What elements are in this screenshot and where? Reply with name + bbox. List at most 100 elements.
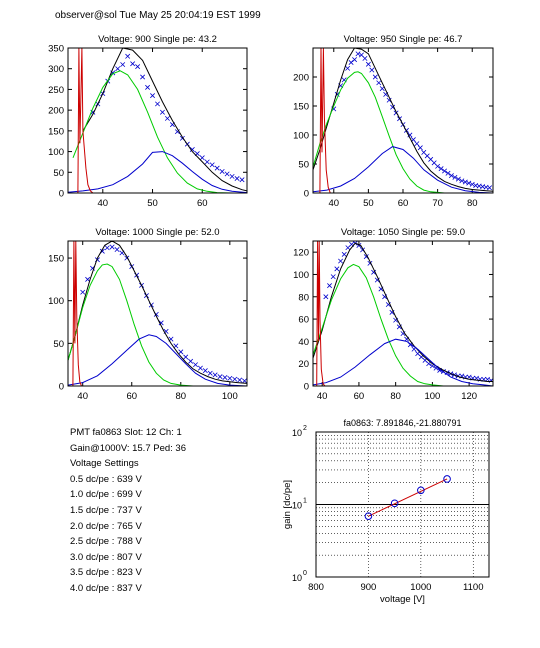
plot-header: observer@sol Tue May 25 20:04:19 EST 199…: [55, 10, 261, 21]
data-point: [452, 174, 458, 180]
data-point: [164, 115, 170, 121]
data-point: [242, 378, 247, 384]
y-tick-exponent: 1: [303, 498, 307, 505]
x-tick-label: 40: [328, 198, 339, 209]
data-point: [442, 168, 448, 174]
data-point: [487, 185, 493, 191]
data-point: [120, 62, 126, 68]
data-point: [104, 245, 110, 251]
gain-plot-title: fa0863: 7.891846,-21.880791: [343, 418, 461, 428]
data-point: [222, 374, 228, 380]
data-point: [158, 320, 164, 326]
gain-fit-line: [368, 478, 448, 517]
data-point: [193, 362, 198, 368]
y-tick-label: 0: [304, 382, 309, 393]
panel-plot-area: [313, 48, 493, 193]
y-tick-label: 100: [293, 131, 309, 142]
data-point: [379, 86, 385, 92]
x-tick-label: 900: [360, 582, 376, 593]
y-tick-label: 0: [304, 189, 309, 200]
y-tick-label: 100: [293, 270, 309, 281]
y-tick-exponent: 2: [303, 425, 307, 432]
voltage-setting-row: 3.0 dc/pe : 807 V: [70, 551, 142, 563]
data-point: [85, 276, 91, 282]
data-point: [199, 155, 205, 161]
data-point: [145, 84, 151, 90]
data-point: [207, 370, 213, 376]
voltage-setting-row: 1.0 dc/pe : 699 V: [70, 489, 142, 501]
data-point: [355, 51, 361, 57]
x-tick-label: 1000: [410, 582, 431, 593]
data-point: [183, 354, 189, 360]
data-point: [323, 294, 329, 300]
panel-frame: [67, 47, 248, 194]
panel-plot-area: [313, 241, 493, 386]
data-point: [369, 67, 375, 73]
x-tick-label: 60: [354, 391, 365, 402]
voltage-setting-row: 2.5 dc/pe : 788 V: [70, 536, 142, 548]
data-point: [466, 180, 472, 186]
x-tick-label: 50: [363, 198, 374, 209]
data-point: [109, 244, 115, 250]
voltage-setting-row: 2.0 dc/pe : 765 V: [70, 520, 142, 532]
pedestal-curve: [72, 241, 82, 386]
y-tick-label: 300: [48, 64, 64, 75]
data-point: [445, 170, 451, 176]
gain-point: [364, 512, 373, 520]
fit-curve: [313, 48, 493, 192]
y-tick-exponent: 0: [303, 570, 307, 577]
data-point: [341, 251, 347, 257]
voltage-setting-row: 3.5 dc/pe : 823 V: [70, 567, 142, 579]
data-point: [338, 258, 344, 264]
data-point: [237, 377, 243, 383]
single-pe-curve: [313, 71, 445, 193]
data-point: [202, 368, 208, 374]
data-point: [135, 64, 141, 70]
double-pe-curve: [68, 151, 247, 193]
data-point: [407, 132, 413, 138]
data-point: [130, 61, 136, 67]
data-point: [140, 74, 146, 80]
data-point: [224, 171, 230, 177]
data-point: [174, 129, 180, 135]
panel-title: Voltage: 1000 Single pe: 52.0: [95, 227, 219, 238]
data-point: [327, 283, 333, 289]
x-tick-label: 1100: [463, 582, 483, 593]
data-point: [115, 66, 121, 72]
panel-title: Voltage: 950 Single pe: 46.7: [344, 34, 463, 45]
data-point: [204, 159, 210, 165]
x-tick-label: 40: [317, 391, 328, 402]
y-tick-label: 100: [48, 147, 64, 158]
x-tick-label: 40: [98, 198, 109, 209]
data-point: [125, 53, 131, 59]
panel-plot-area: [68, 241, 247, 386]
data-point: [372, 74, 378, 80]
x-tick-label: 100: [222, 391, 238, 402]
y-tick-label: 200: [293, 73, 309, 84]
data-point: [239, 177, 245, 183]
data-point: [362, 55, 368, 61]
x-axis-label: voltage [V]: [380, 594, 425, 605]
panel-title: Voltage: 900 Single pe: 43.2: [98, 34, 217, 45]
gain-point: [417, 486, 425, 495]
data-point: [214, 165, 220, 171]
x-tick-label: 60: [126, 391, 137, 402]
x-tick-label: 800: [308, 582, 324, 593]
voltage-setting-row: 1.5 dc/pe : 737 V: [70, 504, 142, 516]
panel-frame: [67, 240, 248, 387]
y-tick-label: 0: [59, 189, 64, 200]
y-tick-label: 50: [53, 168, 64, 179]
single-pe-curve: [72, 70, 233, 193]
x-tick-label: 60: [398, 198, 409, 209]
data-point: [114, 247, 120, 253]
pedestal-curve: [316, 241, 326, 386]
y-tick-label: 150: [48, 126, 64, 137]
data-point: [229, 173, 235, 179]
data-point: [334, 266, 340, 272]
x-tick-label: 60: [197, 198, 208, 209]
data-point: [150, 93, 156, 99]
y-tick-label: 10: [292, 501, 302, 511]
x-tick-label: 80: [176, 391, 187, 402]
